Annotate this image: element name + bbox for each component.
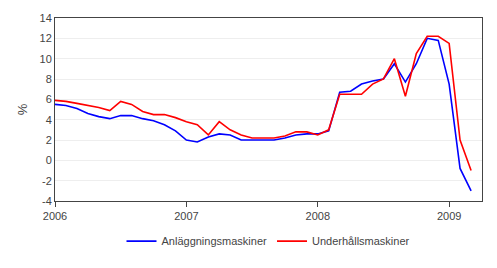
svg-text:Anläggningsmaskiner: Anläggningsmaskiner	[162, 235, 268, 247]
svg-text:-2: -2	[42, 175, 52, 187]
svg-text:8: 8	[46, 73, 52, 85]
svg-text:4: 4	[46, 114, 52, 126]
svg-text:6: 6	[46, 93, 52, 105]
svg-text:-4: -4	[42, 195, 52, 207]
svg-text:%: %	[15, 103, 30, 115]
svg-text:14: 14	[40, 12, 52, 24]
svg-text:Underhållsmaskiner: Underhållsmaskiner	[312, 235, 410, 247]
svg-text:2009: 2009	[437, 210, 461, 222]
svg-text:0: 0	[46, 154, 52, 166]
svg-text:2007: 2007	[174, 210, 198, 222]
svg-text:2008: 2008	[306, 210, 330, 222]
svg-text:2006: 2006	[43, 210, 67, 222]
svg-text:2: 2	[46, 134, 52, 146]
svg-text:10: 10	[40, 53, 52, 65]
svg-text:12: 12	[40, 32, 52, 44]
